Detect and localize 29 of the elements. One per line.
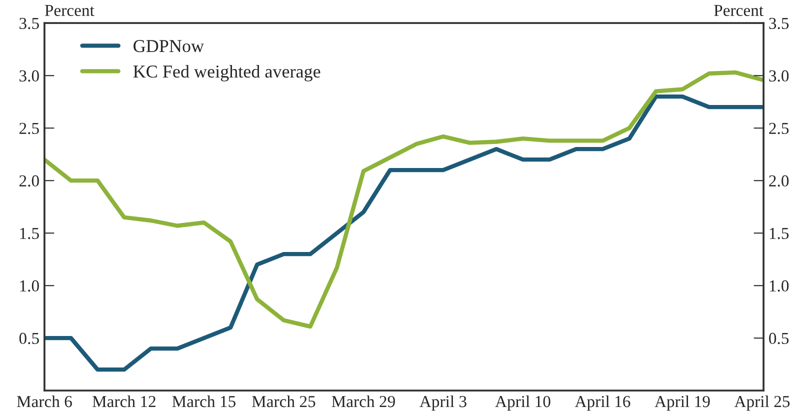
x-tick-label: March 6 — [16, 395, 72, 408]
y-tick-label: 2.5 — [19, 122, 39, 134]
y-tick-label: 2.0 — [19, 175, 39, 187]
y-tick-label: 1.0 — [20, 280, 39, 292]
x-tick-label: April 3 — [420, 395, 466, 411]
y2-tick-label: 1.5 — [770, 228, 789, 240]
x-tick-label: April 10 — [495, 395, 550, 411]
y-tick-label: 3.5 — [20, 18, 39, 30]
x-tick-label: April 19 — [654, 395, 710, 411]
y2-tick-label: 3.5 — [769, 18, 789, 30]
y2-tick-label: 2.0 — [769, 175, 789, 187]
y2-axis-title: Percent — [714, 4, 764, 16]
x-tick-label: April 16 — [574, 395, 630, 411]
y2-tick-label: 0.5 — [769, 332, 789, 344]
y-tick-label: 1.5 — [20, 228, 39, 240]
y-tick-label: 0.5 — [19, 332, 39, 344]
y2-tick-label: 2.5 — [769, 122, 789, 134]
line-series — [44, 94, 764, 372]
y-axis-title: Percent — [44, 4, 94, 16]
x-tick-label: March 29 — [332, 395, 395, 408]
x-tick-label: March 12 — [92, 395, 156, 408]
y-tick-label: 3.0 — [20, 70, 39, 82]
x-tick-label: March 15 — [172, 395, 236, 408]
y2-tick-label: 3.0 — [769, 70, 789, 82]
legend-label: GDPNow — [134, 40, 204, 52]
x-tick-label: April 25 — [734, 395, 790, 411]
x-tick-label: March 25 — [252, 395, 316, 408]
y2-tick-label: 1.0 — [770, 280, 789, 292]
legend-label: KC Fed weighted average — [133, 64, 320, 82]
